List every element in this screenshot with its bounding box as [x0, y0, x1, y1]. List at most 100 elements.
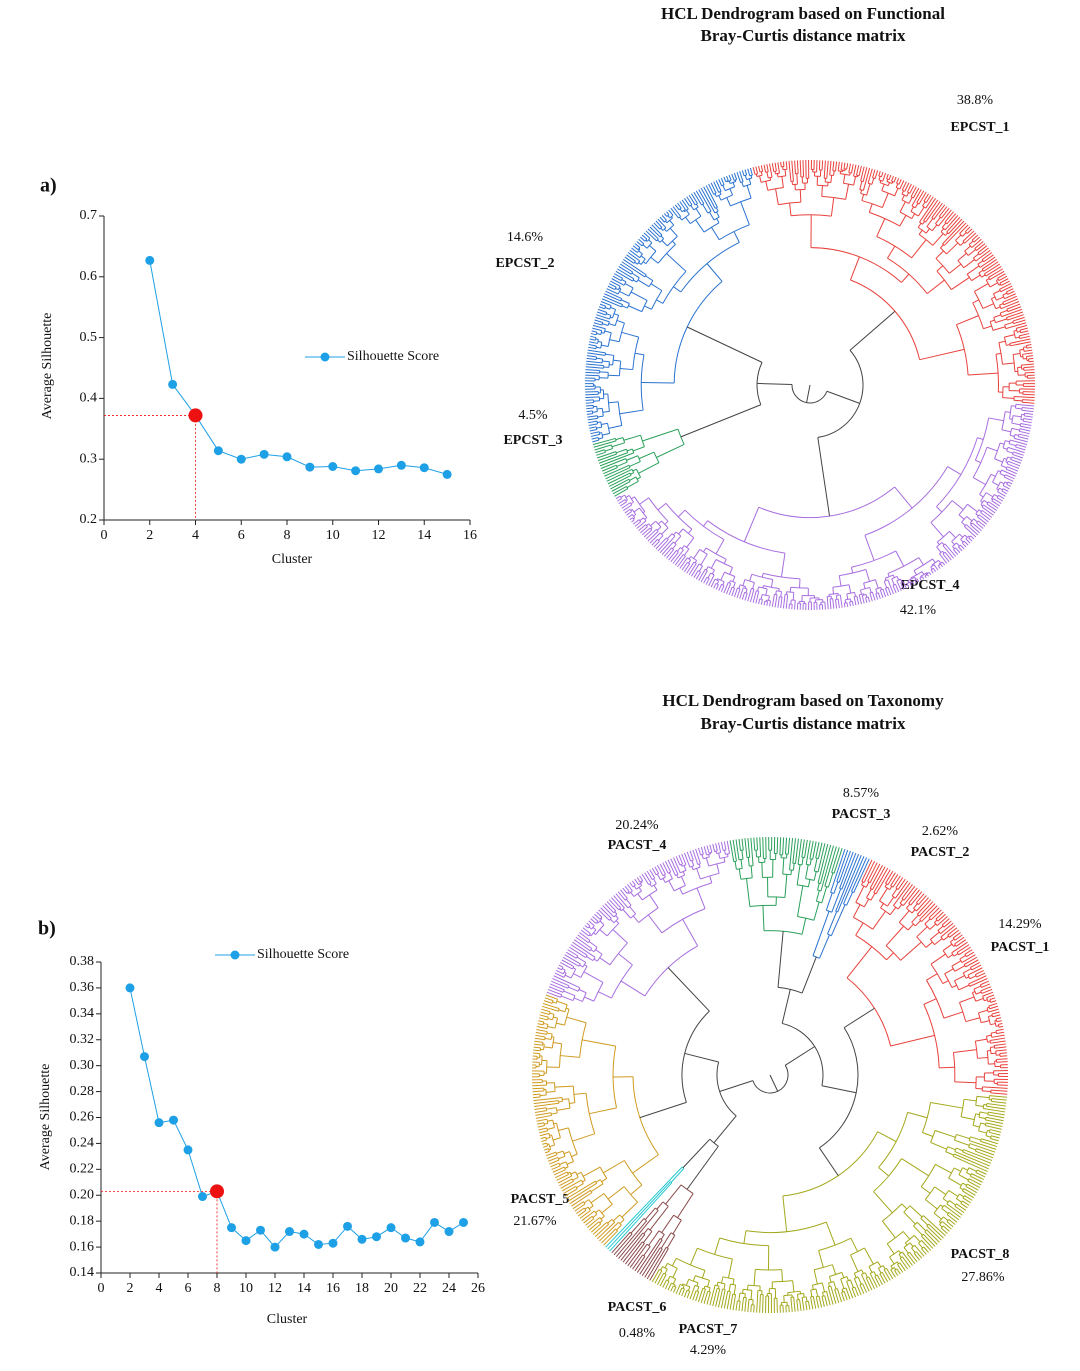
dendrogram [585, 160, 1035, 610]
branch [608, 374, 620, 377]
branch [601, 1228, 616, 1244]
branch [936, 506, 943, 513]
branch [568, 986, 579, 992]
branch [885, 925, 905, 947]
branch [902, 1231, 911, 1240]
branch-arc [681, 1010, 710, 1103]
branch [587, 352, 606, 356]
marker [256, 1225, 265, 1235]
branch [936, 541, 940, 545]
branch [560, 1055, 580, 1058]
branch [799, 189, 802, 203]
branch [644, 517, 648, 520]
branch [867, 596, 871, 603]
branch [919, 903, 936, 921]
branch [740, 201, 750, 225]
branch [587, 417, 598, 421]
branch [962, 1200, 970, 1206]
x-tick-label: 24 [442, 1281, 456, 1296]
branch [636, 241, 643, 247]
branch [901, 194, 905, 201]
branch [705, 185, 718, 208]
branch [658, 535, 664, 541]
branch-arc [659, 238, 665, 243]
branch-arc [704, 1285, 711, 1289]
branch [599, 371, 609, 373]
branch [536, 1118, 548, 1122]
branch-arc [615, 451, 618, 455]
branch-arc [910, 211, 919, 217]
branch [925, 196, 934, 209]
branch [576, 1207, 585, 1214]
branch [802, 160, 805, 177]
branch-arc [700, 872, 720, 880]
y-tick-label: 0.14 [70, 1265, 95, 1280]
branch [668, 880, 675, 892]
branch-arc [1012, 320, 1015, 324]
branch [985, 1116, 1004, 1122]
branch [653, 878, 657, 884]
branch [616, 319, 625, 324]
branch-arc [777, 986, 803, 994]
branch [977, 516, 988, 525]
branch [641, 527, 651, 536]
branch [821, 185, 823, 197]
branch [813, 901, 820, 921]
branch [857, 1276, 862, 1285]
branch [1004, 481, 1008, 484]
branch [660, 235, 665, 240]
branch [954, 1151, 991, 1167]
branch [991, 1100, 1007, 1104]
branch [615, 915, 619, 919]
branch [632, 1254, 644, 1270]
branch [691, 563, 700, 577]
branch [1024, 349, 1033, 352]
x-tick-label: 10 [239, 1281, 253, 1296]
marker [299, 1229, 309, 1239]
branch [615, 893, 629, 909]
branch-arc [675, 1257, 706, 1271]
branch [1002, 397, 1015, 399]
branch [621, 279, 627, 283]
branch [631, 272, 640, 279]
branch [845, 184, 850, 200]
branch-arc [954, 943, 957, 947]
branch [849, 598, 852, 602]
branch [981, 988, 993, 994]
branch [919, 198, 937, 223]
branch-arc [725, 853, 730, 855]
branch [1016, 324, 1028, 329]
branch-arc [680, 547, 684, 551]
branch [949, 263, 962, 274]
branch-arc [646, 242, 653, 249]
branch-arc [561, 966, 564, 971]
y-tick-label: 0.6 [80, 269, 98, 284]
branch [715, 584, 719, 590]
branch [835, 599, 838, 609]
branch [965, 976, 970, 979]
branch-arc [758, 486, 895, 519]
branch [627, 1243, 645, 1267]
branch [1007, 314, 1024, 321]
branch-arc [762, 594, 770, 597]
branch [891, 175, 894, 182]
branch [715, 851, 718, 854]
branch-arc [618, 361, 622, 376]
branch [978, 269, 984, 274]
branch [587, 349, 606, 354]
branch [711, 569, 715, 575]
branch [534, 1037, 545, 1041]
branch [605, 290, 622, 300]
branch-arc [787, 1290, 801, 1294]
branch [999, 473, 1006, 477]
branch [969, 975, 977, 980]
branch [688, 559, 692, 564]
branch [706, 263, 723, 282]
branch [680, 876, 686, 886]
branch [941, 1208, 949, 1214]
branch [907, 580, 910, 583]
branch [749, 574, 753, 582]
branch [553, 1169, 566, 1176]
branch-arc [714, 1284, 720, 1287]
branch [946, 216, 961, 233]
